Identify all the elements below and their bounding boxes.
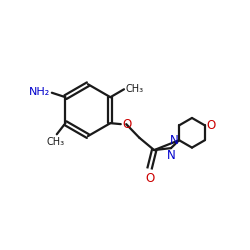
Text: N: N: [166, 149, 175, 162]
Text: CH₃: CH₃: [46, 137, 64, 147]
Text: O: O: [207, 119, 216, 132]
Text: NH₂: NH₂: [28, 87, 50, 97]
Text: CH₃: CH₃: [126, 84, 144, 94]
Text: O: O: [145, 172, 154, 184]
Text: N: N: [170, 134, 178, 147]
Text: O: O: [122, 118, 131, 131]
